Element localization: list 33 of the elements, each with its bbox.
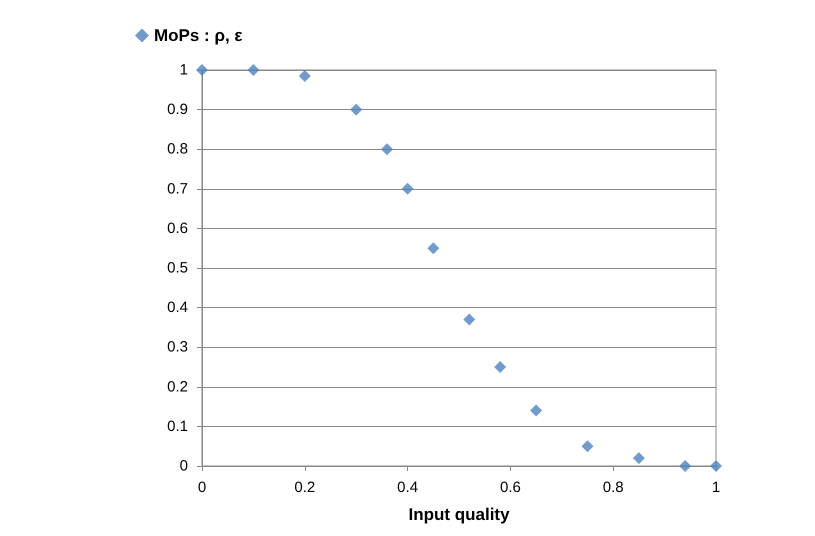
point bbox=[710, 460, 722, 472]
point bbox=[463, 313, 476, 326]
legend-label: MoPs : ρ, ε bbox=[154, 26, 242, 45]
point bbox=[582, 440, 594, 452]
y-tick-label: 0.8 bbox=[167, 140, 188, 158]
y-tick-label: 0.3 bbox=[167, 338, 188, 356]
point bbox=[494, 361, 506, 373]
point bbox=[530, 404, 542, 417]
x-tick-label: 0.8 bbox=[602, 479, 624, 496]
point bbox=[350, 104, 362, 116]
x-tick-label: 0.6 bbox=[500, 479, 521, 496]
y-tick-label: 0.1 bbox=[167, 418, 188, 435]
x-axis-title: Input quality bbox=[408, 505, 510, 524]
y-tick-label: 1 bbox=[180, 62, 188, 78]
point bbox=[632, 452, 645, 464]
y-tick-label: 0.2 bbox=[167, 378, 188, 396]
y-tick-label: 0.6 bbox=[167, 220, 188, 237]
point bbox=[381, 143, 394, 156]
x-tick-label: 0.4 bbox=[397, 479, 418, 496]
point bbox=[247, 64, 260, 76]
x-tick-label: 0.2 bbox=[294, 479, 316, 496]
point bbox=[679, 460, 692, 472]
y-tick-label: 0 bbox=[180, 458, 188, 474]
y-tick-label: 0.5 bbox=[167, 260, 188, 276]
y-tick-label: 0.9 bbox=[167, 101, 188, 118]
x-tick-label: 1 bbox=[712, 479, 720, 496]
point bbox=[298, 70, 311, 82]
point bbox=[402, 182, 414, 195]
y-tick-label: 0.4 bbox=[167, 299, 188, 316]
y-tick-label: 0.7 bbox=[167, 180, 188, 198]
point bbox=[427, 242, 440, 254]
point bbox=[196, 64, 208, 76]
x-tick-label: 0 bbox=[198, 479, 206, 496]
